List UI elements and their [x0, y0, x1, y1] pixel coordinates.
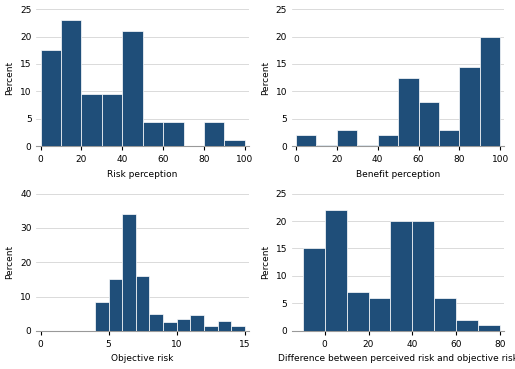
Bar [390, 221, 413, 331]
Y-axis label: Percent: Percent [261, 245, 270, 279]
X-axis label: Risk perception: Risk perception [108, 170, 178, 179]
Bar [143, 122, 163, 146]
Bar [316, 145, 337, 146]
Bar [149, 314, 163, 331]
Bar [478, 325, 500, 331]
Bar [439, 130, 459, 146]
Bar [109, 279, 122, 331]
Bar [347, 292, 369, 331]
Bar [163, 122, 183, 146]
Bar [95, 302, 109, 331]
Bar [456, 320, 478, 331]
Bar [303, 248, 325, 331]
Bar [480, 37, 500, 146]
Bar [325, 210, 347, 331]
Bar [369, 298, 390, 331]
Bar [225, 140, 245, 146]
X-axis label: Objective risk: Objective risk [111, 355, 174, 363]
Bar [191, 315, 204, 331]
Bar [204, 326, 217, 331]
Bar [122, 31, 143, 146]
Y-axis label: Percent: Percent [6, 61, 14, 95]
Bar [163, 322, 177, 331]
Bar [434, 298, 456, 331]
Bar [122, 214, 136, 331]
Bar [231, 326, 245, 331]
Bar [177, 319, 191, 331]
X-axis label: Difference between perceived risk and objective risk: Difference between perceived risk and ob… [278, 355, 515, 363]
Bar [41, 50, 61, 146]
Bar [337, 130, 357, 146]
Bar [419, 103, 439, 146]
Bar [413, 221, 434, 331]
Bar [459, 67, 480, 146]
Bar [136, 276, 149, 331]
Bar [377, 135, 398, 146]
Bar [102, 94, 122, 146]
Y-axis label: Percent: Percent [6, 245, 14, 279]
Bar [357, 145, 377, 146]
Bar [81, 94, 102, 146]
X-axis label: Benefit perception: Benefit perception [356, 170, 440, 179]
Bar [217, 321, 231, 331]
Y-axis label: Percent: Percent [261, 61, 270, 95]
Bar [204, 122, 225, 146]
Bar [296, 135, 316, 146]
Bar [61, 20, 81, 146]
Bar [398, 78, 419, 146]
